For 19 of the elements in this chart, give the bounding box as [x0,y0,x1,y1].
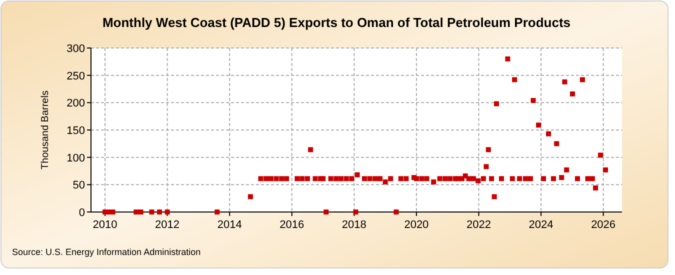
x-tick-label: 2026 [591,219,616,231]
y-tick-label: 50 [72,180,85,192]
x-tick-label: 2024 [528,219,554,231]
y-tick-label: 200 [66,98,85,110]
y-tick-label: 0 [78,207,85,219]
x-tick-label: 2022 [466,219,491,231]
y-axis-title: Thousand Barrels [40,90,51,170]
source-note: Source: U.S. Energy Information Administration [12,247,201,257]
x-tick-label: 2014 [217,219,242,231]
y-tick-label: 250 [66,70,85,82]
x-tick-label: 2020 [404,219,429,231]
y-tick-label: 100 [66,152,85,164]
chart-title: Monthly West Coast (PADD 5) Exports to Oman of Total Petroleum Products [102,15,571,30]
y-tick-label: 150 [66,125,85,137]
x-tick-label: 2010 [92,219,118,231]
x-tick-label: 2012 [155,219,180,231]
x-tick-label: 2018 [342,219,366,231]
y-tick-label: 300 [66,43,85,55]
x-tick-label: 2016 [280,219,304,231]
